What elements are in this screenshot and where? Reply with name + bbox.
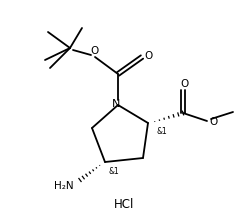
Text: H₂N: H₂N — [54, 181, 74, 191]
Text: HCl: HCl — [114, 199, 134, 212]
Text: O: O — [144, 51, 152, 61]
Text: N: N — [112, 99, 120, 109]
Text: O: O — [180, 79, 188, 89]
Text: &1: &1 — [156, 127, 167, 135]
Text: O: O — [90, 46, 98, 56]
Text: O: O — [209, 117, 217, 127]
Text: &1: &1 — [108, 166, 119, 176]
